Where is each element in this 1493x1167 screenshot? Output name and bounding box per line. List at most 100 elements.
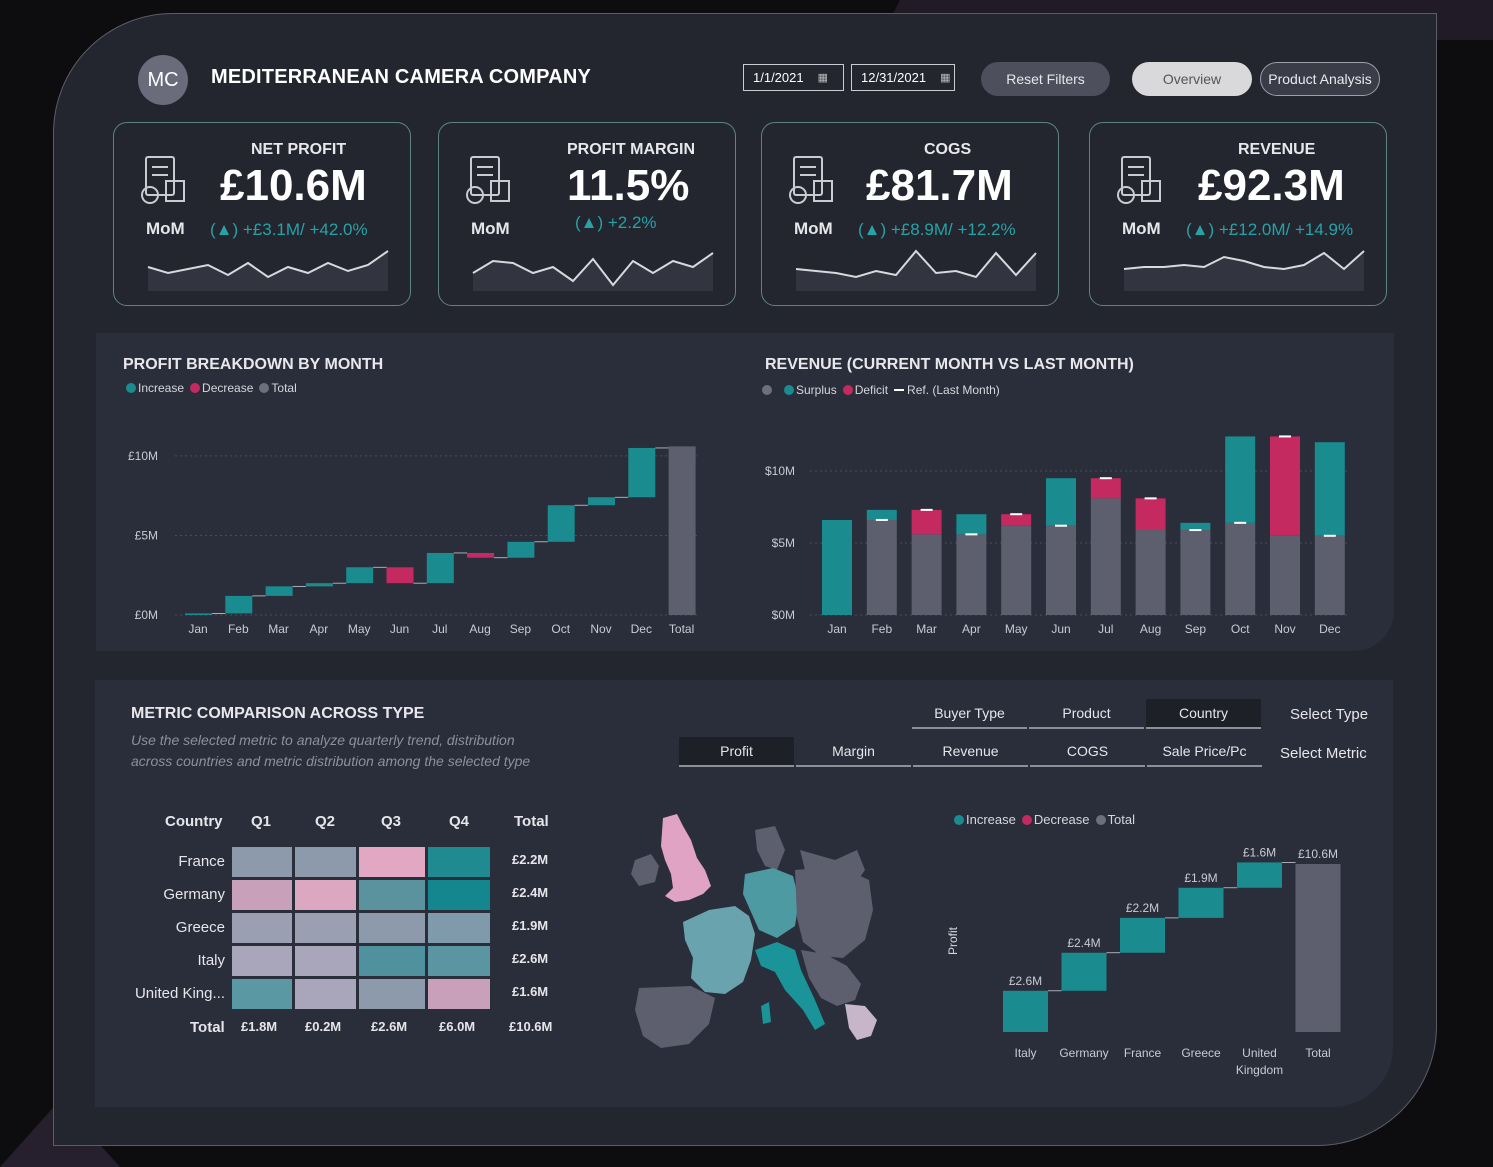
- heatmap-cell[interactable]: [294, 879, 357, 911]
- date-from-input[interactable]: 1/1/2021 ▦: [743, 64, 844, 91]
- kpi-sparkline: [147, 250, 389, 291]
- waterfall-bar: [1061, 952, 1107, 991]
- metric-tab[interactable]: COGS: [1030, 737, 1145, 767]
- kpi-change-value: +£12.0M/ +14.9%: [1218, 220, 1354, 239]
- x-tick-label: Nov: [590, 622, 611, 636]
- heatmap-cell[interactable]: [358, 912, 426, 944]
- reset-filters-button[interactable]: Reset Filters: [981, 62, 1110, 96]
- heatmap-cell[interactable]: [231, 912, 293, 944]
- surplus-bar: [1046, 478, 1076, 526]
- heatmap-cell[interactable]: [427, 945, 491, 977]
- heatmap-cell[interactable]: [358, 945, 426, 977]
- deficit-bar: [1270, 436, 1300, 536]
- waterfall-bar: [185, 613, 212, 615]
- waterfall-bar: [588, 497, 615, 506]
- waterfall-bar: [1003, 990, 1048, 1032]
- surplus-bar: [1225, 436, 1256, 523]
- x-tick-label: Nov: [1274, 622, 1295, 636]
- y-tick-label: $5M: [772, 536, 795, 550]
- heatmap-header: Q1: [251, 813, 272, 830]
- x-tick-label: Greece: [1181, 1046, 1221, 1060]
- up-arrow-icon: (▲): [210, 220, 243, 239]
- map-east: [795, 866, 873, 958]
- x-tick-label: May: [1005, 622, 1028, 636]
- heatmap-cell[interactable]: [294, 945, 357, 977]
- heatmap-row-label: France: [178, 853, 225, 870]
- kpi-change-value: +£8.9M/ +12.2%: [890, 220, 1016, 239]
- surplus-bar: [956, 514, 987, 535]
- country-legend: Increase Decrease Total: [954, 812, 1135, 827]
- revenue-base-bar: [1180, 530, 1211, 615]
- overview-button[interactable]: Overview: [1132, 62, 1252, 96]
- profit-breakdown-title: PROFIT BREAKDOWN BY MONTH: [123, 356, 384, 373]
- data-label: £2.4M: [1067, 936, 1100, 950]
- type-tab[interactable]: Country: [1146, 699, 1261, 729]
- kpi-sparkline: [795, 249, 1037, 291]
- type-tab[interactable]: Product: [1029, 699, 1144, 729]
- map-ireland: [631, 854, 659, 886]
- metric-tab[interactable]: Margin: [796, 737, 911, 767]
- type-tab[interactable]: Buyer Type: [912, 699, 1027, 729]
- waterfall-bar: [305, 583, 333, 587]
- data-label: £10.6M: [1298, 847, 1338, 861]
- kpi-value: £92.3M: [1198, 161, 1345, 210]
- sparkline-line: [472, 252, 714, 287]
- country-waterfall-chart: £2.6M Italy £2.4M Germany £2.2M France £1.9M Gr…: [1003, 845, 1341, 1077]
- heatmap-cell[interactable]: [294, 846, 357, 878]
- heatmap-col-total: £1.8M: [241, 1019, 278, 1034]
- heatmap-cell[interactable]: [231, 945, 293, 977]
- calendar-icon[interactable]: ▦: [817, 72, 829, 84]
- x-tick-label: Oct: [1231, 622, 1250, 636]
- x-tick-label: Kingdom: [1236, 1063, 1283, 1077]
- heatmap-cell[interactable]: [427, 912, 491, 944]
- kpi-mom-label: MoM: [471, 219, 510, 238]
- kpi-sparkline: [472, 252, 714, 291]
- metric-tab[interactable]: Revenue: [913, 737, 1028, 767]
- deficit-bar: [911, 509, 942, 535]
- heatmap-header: Q4: [449, 813, 470, 830]
- legend-increase: Increase: [138, 381, 185, 395]
- heatmap-cell[interactable]: [231, 879, 293, 911]
- date-to-input[interactable]: 12/31/2021 ▦: [851, 64, 955, 91]
- kpi-change: (▲) +£8.9M/ +12.2%: [858, 220, 1016, 240]
- heatmap-col-total: £6.0M: [439, 1019, 476, 1034]
- heatmap-cell[interactable]: [231, 846, 293, 878]
- kpi-title: REVENUE: [1238, 141, 1316, 158]
- x-tick-label: Jun: [1051, 622, 1070, 636]
- company-name: MEDITERRANEAN CAMERA COMPANY: [211, 66, 592, 88]
- heatmap-cell[interactable]: [427, 978, 491, 1010]
- heatmap-total-label: Total: [190, 1019, 225, 1036]
- y-tick-label: £5M: [135, 528, 158, 542]
- x-tick-label: Feb: [871, 622, 892, 636]
- calendar-icon[interactable]: ▦: [940, 72, 951, 84]
- heatmap-cell[interactable]: [358, 978, 426, 1010]
- europe-map[interactable]: [625, 810, 910, 1070]
- x-tick-label: Jun: [390, 622, 409, 636]
- metric-comparison-title: METRIC COMPARISON ACROSS TYPE: [131, 705, 425, 722]
- heatmap-cell[interactable]: [358, 879, 426, 911]
- revenue-chart: $0M $5M $10M Jan Feb Mar Apr May Jun Jul Aug Sep Oct…: [765, 435, 1348, 636]
- heatmap-cell[interactable]: [358, 846, 426, 878]
- heatmap-cell[interactable]: [427, 879, 491, 911]
- kpi-card: NET PROFIT £10.6M MoM (▲) +£3.1M/ +42.0%: [113, 122, 411, 306]
- waterfall-bar: [668, 446, 696, 615]
- heatmap-cell[interactable]: [427, 846, 491, 878]
- waterfall-bar: [265, 586, 293, 596]
- heatmap-header: Country: [165, 813, 223, 830]
- heatmap-row-label: Germany: [163, 886, 225, 903]
- kpi-change: (▲) +2.2%: [575, 213, 657, 233]
- metric-subtitle-line1: Use the selected metric to analyze quart…: [131, 732, 515, 748]
- kpi-card: REVENUE £92.3M MoM (▲) +£12.0M/ +14.9%: [1089, 122, 1387, 306]
- metric-tab[interactable]: Sale Price/Pc: [1147, 737, 1262, 767]
- x-tick-label: Jul: [432, 622, 447, 636]
- product-analysis-button[interactable]: Product Analysis: [1260, 62, 1380, 96]
- up-arrow-icon: (▲): [1186, 220, 1219, 239]
- metric-tab[interactable]: Profit: [679, 737, 794, 767]
- heatmap-cell[interactable]: [294, 978, 357, 1010]
- heatmap-cell[interactable]: [231, 978, 293, 1010]
- kpi-change-value: +£3.1M/ +42.0%: [242, 220, 368, 239]
- y-tick-label: £10M: [128, 449, 158, 463]
- heatmap-cell[interactable]: [294, 912, 357, 944]
- x-tick-label: Germany: [1059, 1046, 1108, 1060]
- legend-ref: Ref. (Last Month): [907, 383, 1000, 397]
